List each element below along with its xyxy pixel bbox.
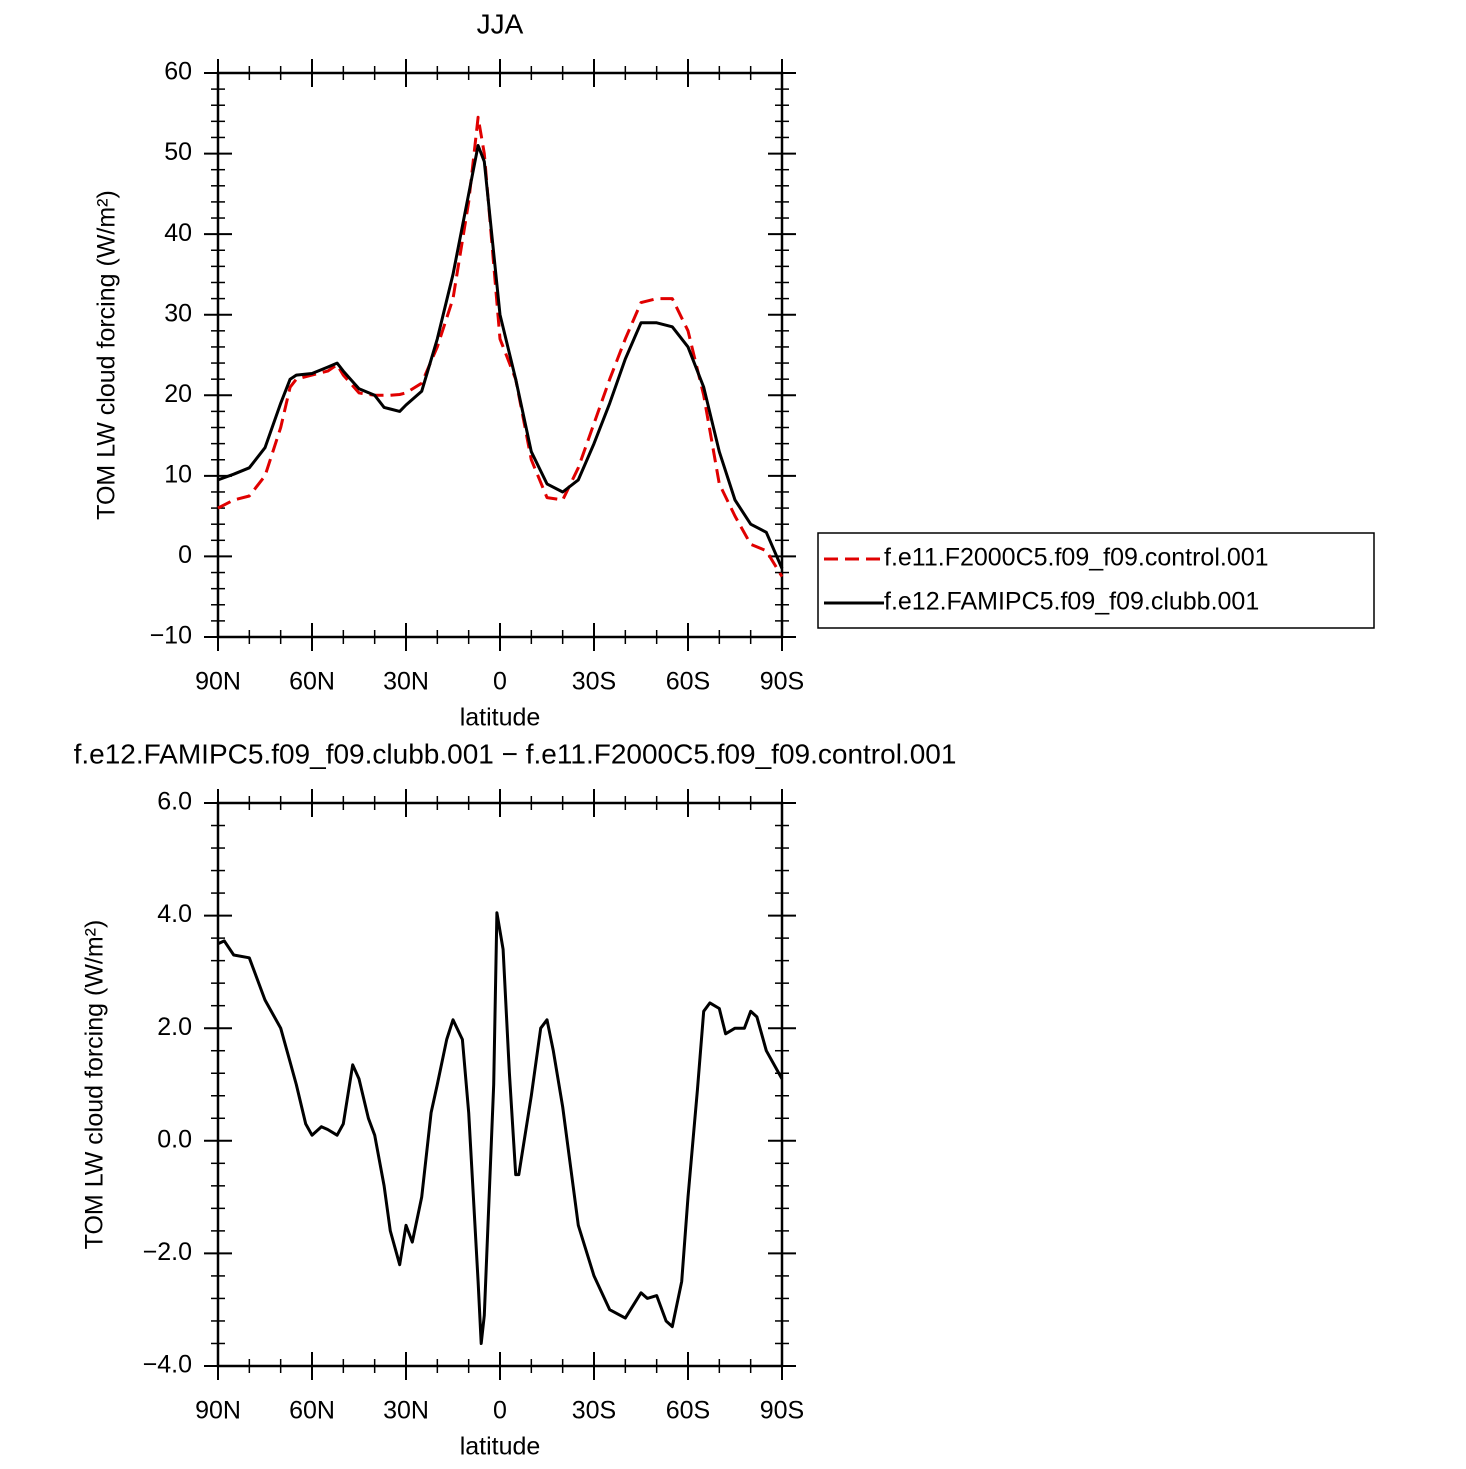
x-tick-label: 90N bbox=[195, 1397, 241, 1425]
y-axis-label: TOM LW cloud forcing (W/m²) bbox=[93, 190, 121, 520]
chart-title: JJA bbox=[477, 8, 524, 39]
x-tick-label: 60N bbox=[289, 1397, 335, 1425]
y-tick-label: 10 bbox=[164, 460, 192, 488]
x-tick-label: 60S bbox=[666, 668, 710, 696]
y-tick-label: 40 bbox=[164, 219, 192, 247]
x-tick-label: 60N bbox=[289, 668, 335, 696]
x-tick-label: 30S bbox=[572, 1397, 616, 1425]
x-tick-label: 30S bbox=[572, 668, 616, 696]
x-tick-label: 0 bbox=[493, 1397, 507, 1425]
y-tick-label: 4.0 bbox=[157, 900, 192, 928]
chart-title: f.e12.FAMIPC5.f09_f09.clubb.001 − f.e11.… bbox=[74, 738, 957, 769]
y-axis-label: TOM LW cloud forcing (W/m²) bbox=[81, 920, 109, 1250]
legend-label: f.e11.F2000C5.f09_f09.control.001 bbox=[884, 544, 1269, 572]
legend-box bbox=[817, 532, 1375, 629]
x-tick-label: 30N bbox=[383, 668, 429, 696]
x-tick-label: 0 bbox=[493, 668, 507, 696]
y-tick-label: 30 bbox=[164, 299, 192, 327]
x-tick-label: 30N bbox=[383, 1397, 429, 1425]
y-tick-label: −4.0 bbox=[143, 1351, 192, 1379]
legend-label: f.e12.FAMIPC5.f09_f09.clubb.001 bbox=[884, 588, 1259, 616]
y-tick-label: 6.0 bbox=[157, 788, 192, 816]
x-tick-label: 90S bbox=[760, 668, 804, 696]
series-line bbox=[217, 115, 784, 578]
y-tick-label: 0 bbox=[178, 541, 192, 569]
series-line bbox=[217, 144, 784, 570]
y-tick-label: −10 bbox=[150, 622, 192, 650]
y-tick-label: −2.0 bbox=[143, 1238, 192, 1266]
y-tick-label: 60 bbox=[164, 58, 192, 86]
plot-frame bbox=[216, 71, 784, 639]
y-tick-label: 20 bbox=[164, 380, 192, 408]
x-axis-label: latitude bbox=[460, 1433, 541, 1461]
y-tick-label: 0.0 bbox=[157, 1125, 192, 1153]
series-line bbox=[217, 911, 784, 1345]
y-tick-label: 50 bbox=[164, 138, 192, 166]
x-tick-label: 60S bbox=[666, 1397, 710, 1425]
x-tick-label: 90S bbox=[760, 1397, 804, 1425]
y-tick-label: 2.0 bbox=[157, 1013, 192, 1041]
x-axis-label: latitude bbox=[460, 704, 541, 732]
x-tick-label: 90N bbox=[195, 668, 241, 696]
